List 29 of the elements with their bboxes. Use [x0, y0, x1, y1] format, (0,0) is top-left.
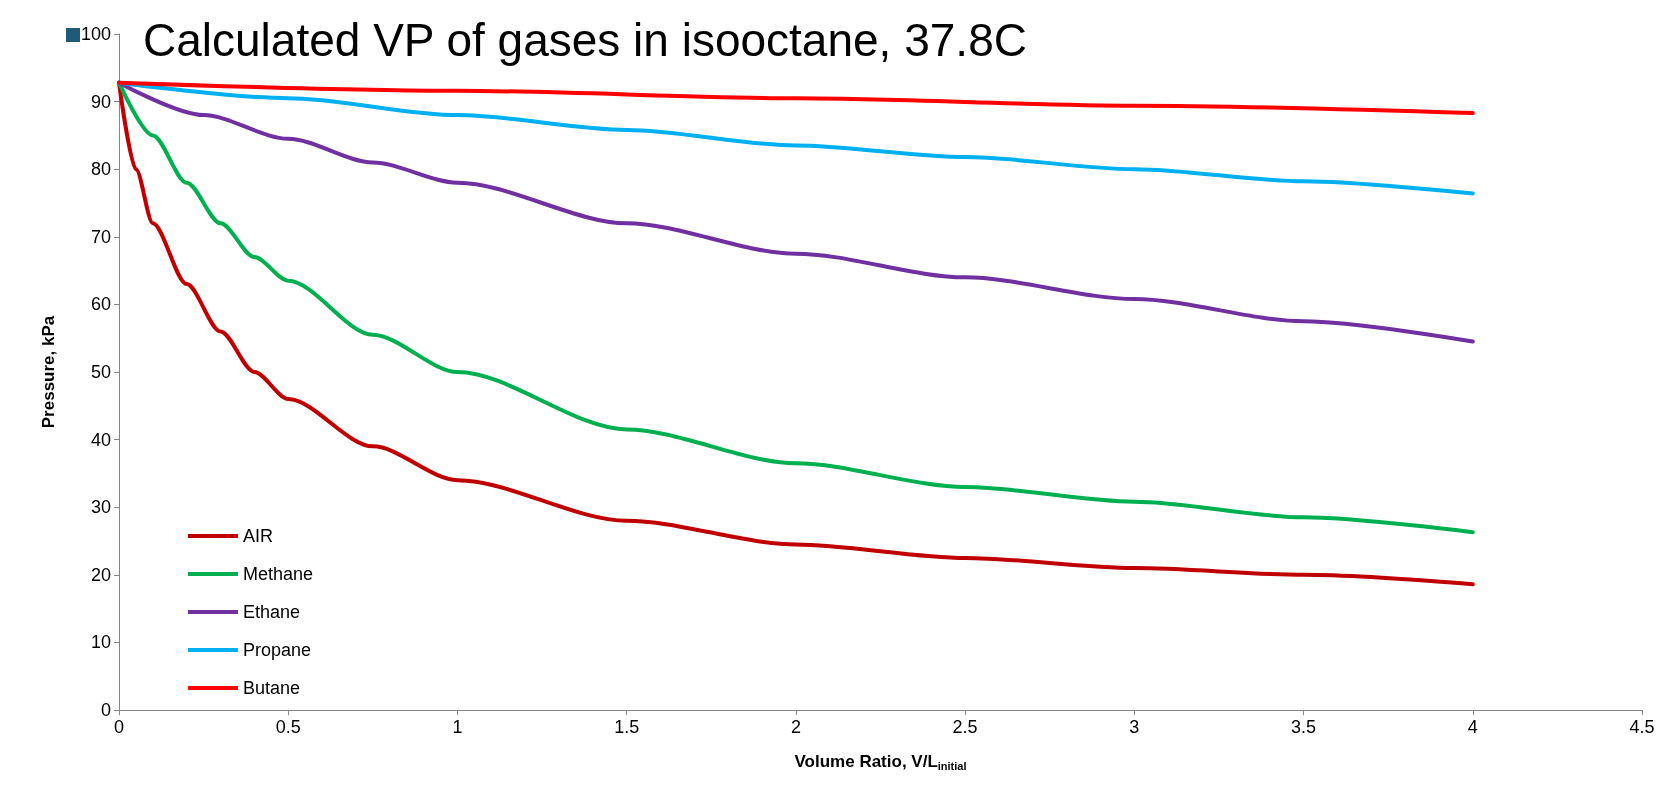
- y-tick-label: 90: [90, 91, 111, 112]
- y-tick-label: 10: [90, 632, 111, 653]
- x-tick-label: 3.5: [1291, 717, 1317, 737]
- x-tick-label: 4: [1467, 717, 1478, 737]
- y-tick-label: 50: [90, 362, 111, 382]
- legend-label: Propane: [243, 640, 312, 660]
- y-tick-label: 60: [90, 294, 111, 315]
- y-axis-title: Pressure, kPa: [39, 315, 58, 429]
- line-series: [117, 80, 1475, 116]
- legend-label: Methane: [243, 564, 314, 584]
- x-tick-label: 1.5: [614, 717, 640, 737]
- legend-label: Ethane: [243, 602, 301, 622]
- y-tick-label: 70: [90, 226, 111, 247]
- x-tick-label: 1: [452, 717, 463, 737]
- x-tick-label: 4.5: [1629, 717, 1655, 737]
- y-tick-label: 0: [100, 700, 111, 720]
- x-tick-label: 2: [790, 717, 801, 737]
- chart-title: Calculated VP of gases in isooctane, 37.8C: [143, 14, 1027, 66]
- x-tick-label: 2.5: [952, 717, 978, 737]
- x-tick-label: 0.5: [275, 717, 301, 737]
- y-tick-label: 100: [80, 24, 111, 44]
- legend-label: AIR: [243, 526, 274, 546]
- y-tick-label: 20: [90, 564, 111, 585]
- x-tick-label: 0: [113, 717, 125, 737]
- y-tick-label: 30: [90, 497, 111, 518]
- y-tick-label: 80: [90, 159, 111, 180]
- y-tick-label: 40: [90, 429, 111, 450]
- x-tick-label: 3: [1129, 717, 1140, 737]
- legend-label: Butane: [243, 678, 301, 698]
